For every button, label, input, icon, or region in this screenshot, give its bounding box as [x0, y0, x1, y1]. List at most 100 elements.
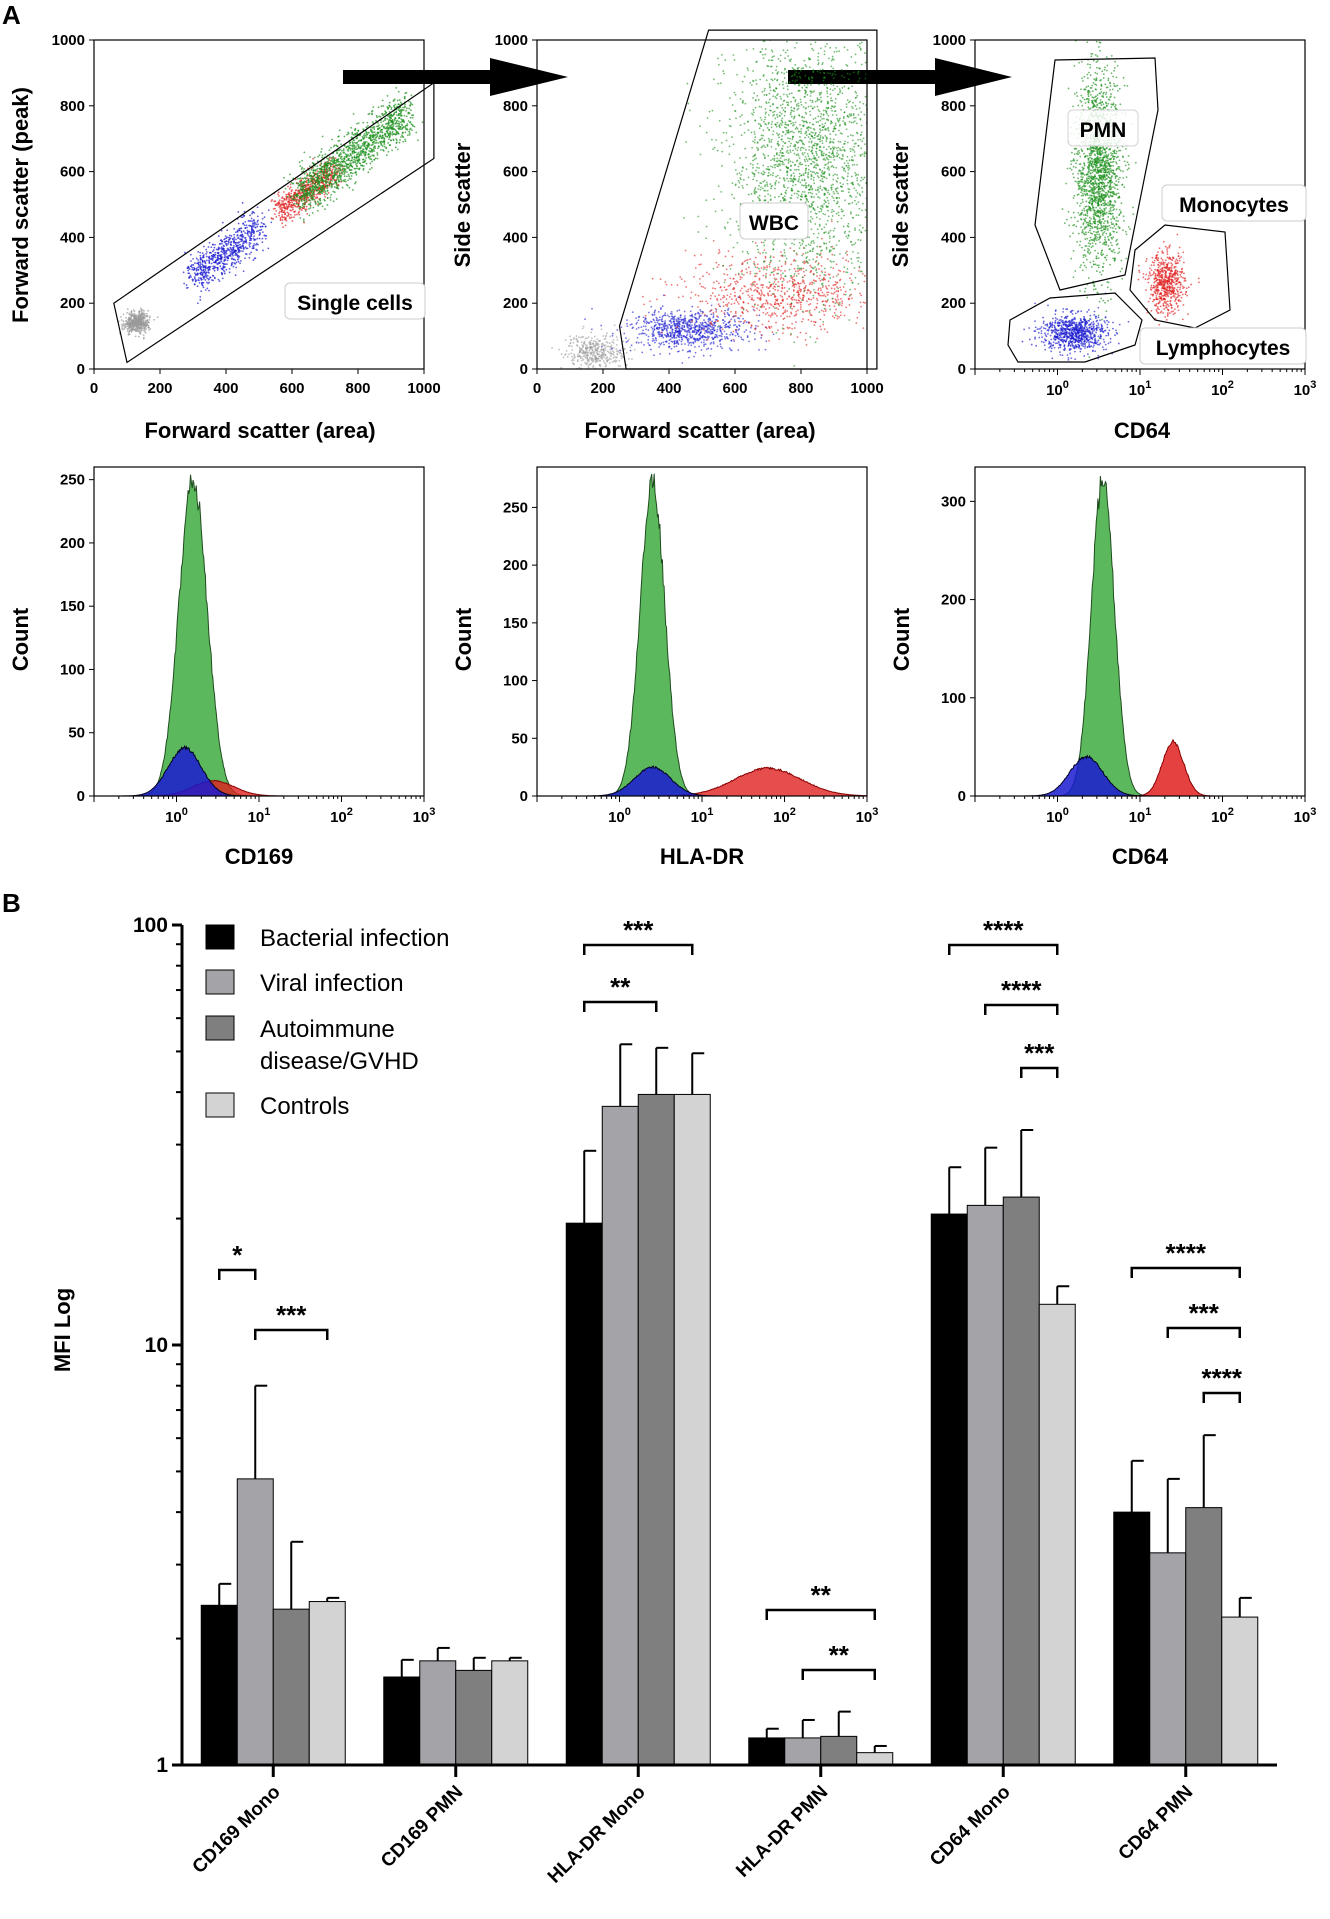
event-dot-red	[781, 332, 784, 335]
event-dot-green	[322, 174, 325, 177]
gate-label-single-cells: Single cells	[297, 292, 413, 315]
event-dot-green	[334, 173, 336, 176]
event-dot-blue	[660, 323, 663, 326]
event-dot-green	[337, 135, 340, 138]
event-dot-blue	[215, 261, 217, 264]
event-dot-blue	[199, 295, 202, 298]
event-dot-red	[739, 314, 742, 317]
event-dot-blue	[234, 259, 237, 261]
event-dot-red	[749, 270, 752, 273]
event-dot-grey	[143, 330, 146, 333]
event-dot-blue	[241, 244, 244, 246]
event-dot-grey	[610, 344, 613, 347]
event-dot-red	[759, 330, 761, 333]
event-dot-grey	[602, 335, 605, 337]
event-dot-blue	[643, 344, 645, 346]
event-dot-grey	[149, 315, 151, 318]
event-dot-blue	[205, 281, 208, 284]
event-dot-grey	[133, 310, 136, 313]
event-dot-red	[792, 305, 795, 308]
event-dot-blue	[655, 339, 658, 342]
event-dot-green	[329, 180, 332, 182]
event-dot-blue	[684, 315, 686, 317]
event-dot-green	[349, 149, 352, 152]
event-dot-green	[323, 180, 326, 183]
event-dot-blue	[212, 249, 215, 251]
event-dot-red	[330, 176, 333, 178]
event-dot-green	[318, 184, 321, 187]
event-dot-blue	[707, 318, 710, 321]
event-dot-green	[343, 165, 346, 168]
event-dot-green	[321, 192, 324, 195]
event-dot-red	[826, 291, 828, 294]
event-dot-grey	[569, 335, 571, 338]
event-dot-green	[335, 198, 338, 200]
event-dot-green	[332, 182, 335, 185]
event-dot-green	[412, 114, 415, 117]
event-dot-green	[320, 151, 322, 153]
event-dot-blue	[196, 285, 199, 288]
event-dot-green	[371, 154, 374, 157]
event-dot-blue	[226, 257, 229, 260]
event-dot-blue	[626, 322, 628, 325]
event-dot-blue	[205, 255, 208, 258]
event-dot-green	[351, 157, 354, 160]
event-dot-blue	[238, 255, 241, 258]
event-dot-green	[381, 124, 384, 126]
event-dot-blue	[214, 251, 217, 254]
event-dot-blue	[235, 245, 238, 248]
event-dot-green	[343, 175, 346, 177]
event-dot-green	[421, 121, 424, 124]
event-dot-green	[395, 120, 398, 123]
event-dot-green	[388, 144, 391, 146]
event-dot-red	[772, 256, 775, 258]
event-dot-grey	[591, 354, 594, 357]
event-dot-blue	[670, 340, 673, 343]
event-dot-grey	[128, 331, 130, 334]
event-dot-red	[287, 200, 290, 203]
event-dot-red	[780, 251, 782, 254]
event-dot-blue	[710, 341, 713, 344]
event-dot-red	[836, 295, 839, 298]
x-tick-label: 800	[345, 380, 370, 397]
event-dot-red	[729, 282, 732, 285]
event-dot-green	[351, 142, 354, 145]
event-dot-green	[380, 149, 382, 151]
event-dot-green	[392, 100, 395, 102]
event-dot-grey	[573, 359, 575, 362]
event-dot-red	[729, 320, 732, 323]
event-dot-blue	[724, 315, 726, 318]
event-dot-blue	[252, 237, 255, 240]
event-dot-green	[334, 166, 337, 169]
event-dot-grey	[572, 338, 575, 340]
event-dot-green	[339, 161, 342, 164]
event-dot-blue	[219, 242, 221, 245]
event-dot-blue	[668, 339, 671, 342]
event-dot-red	[815, 297, 818, 300]
event-dot-green	[368, 150, 371, 152]
event-dot-green	[348, 175, 350, 178]
event-dot-blue	[652, 337, 654, 340]
event-dot-blue	[201, 278, 203, 281]
event-dot-blue	[714, 333, 717, 336]
event-dot-green	[355, 156, 358, 159]
event-dot-blue	[197, 259, 199, 261]
event-dot-green	[374, 134, 377, 137]
event-dot-red	[819, 274, 821, 277]
event-dot-blue	[709, 354, 712, 357]
event-dot-green	[386, 135, 388, 138]
event-dot-grey	[597, 358, 600, 360]
event-dot-blue	[659, 343, 662, 346]
event-dot-red	[862, 327, 865, 330]
event-dot-blue	[667, 333, 669, 336]
event-dot-blue	[663, 343, 665, 346]
event-dot-grey	[147, 324, 150, 327]
event-dot-red	[812, 320, 815, 323]
event-dot-green	[319, 170, 322, 173]
event-dot-grey	[575, 335, 578, 337]
event-dot-red	[710, 323, 713, 325]
event-dot-red	[714, 295, 717, 298]
event-dot-blue	[673, 345, 676, 348]
event-dot-grey	[148, 318, 151, 321]
event-dot-blue	[661, 334, 663, 337]
